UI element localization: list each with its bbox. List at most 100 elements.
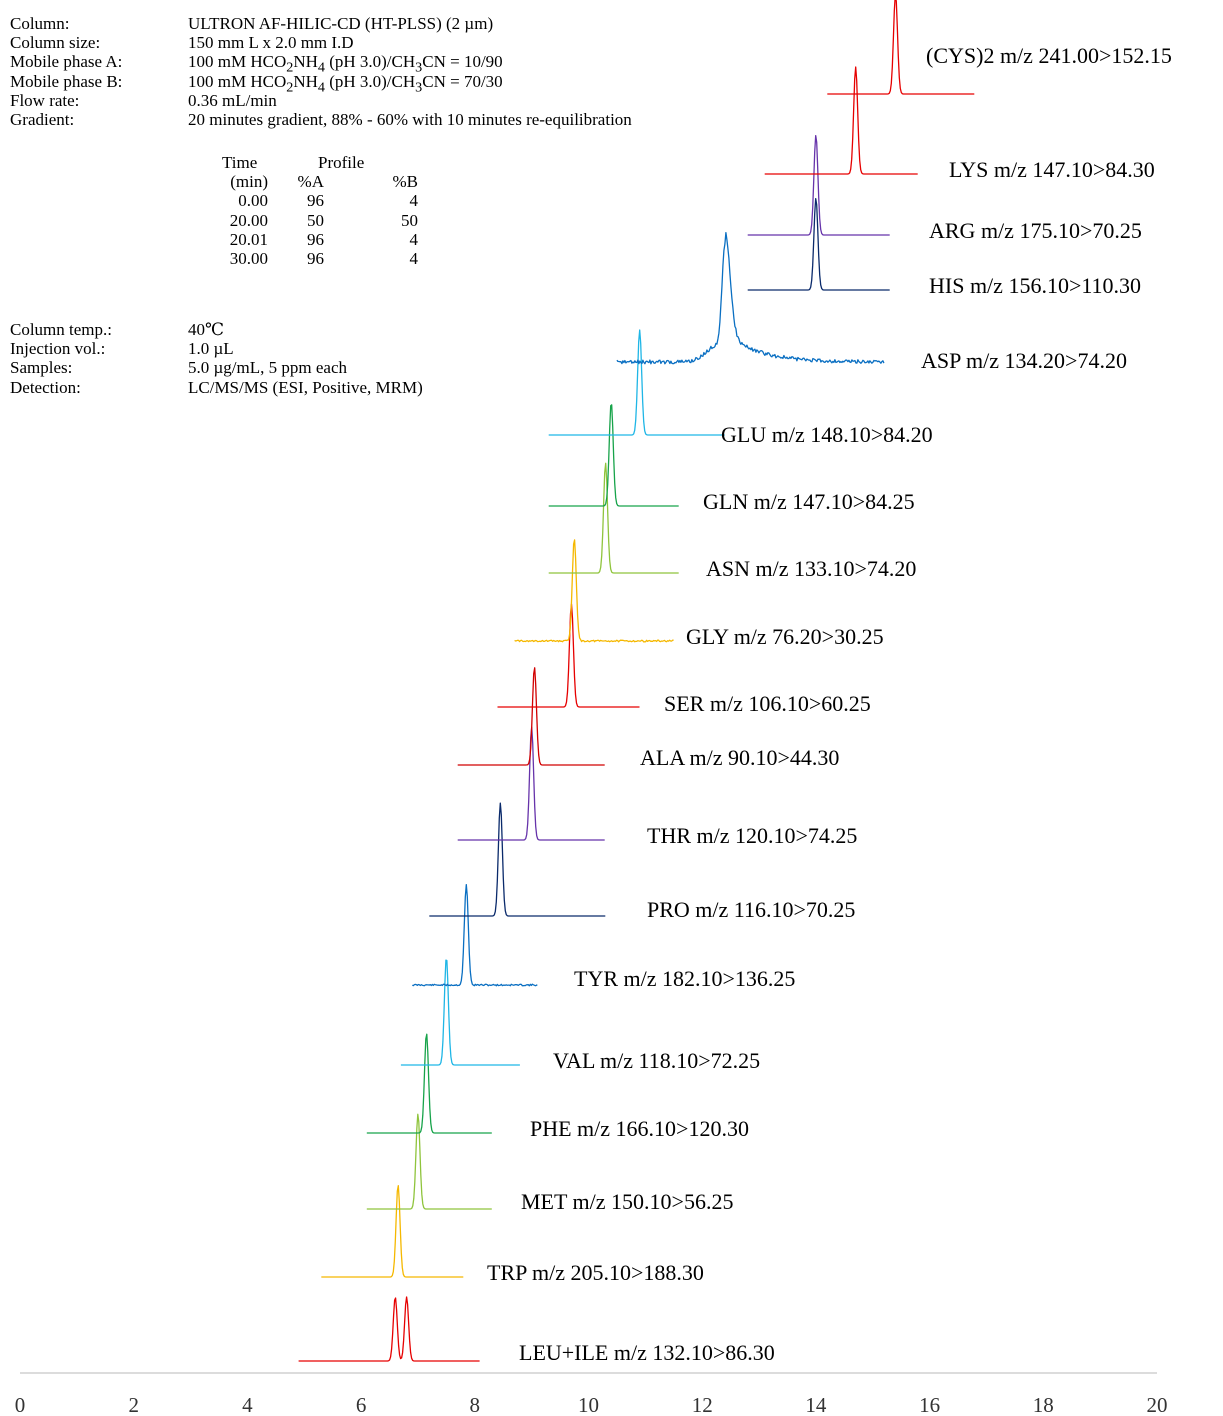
trace-label: ALA m/z 90.10>44.30 xyxy=(640,745,839,770)
header-time: Time xyxy=(222,153,258,172)
x-tick-label: 4 xyxy=(242,1393,253,1416)
cond-label: Samples: xyxy=(10,358,73,378)
cond-value: 100 mM HCO2NH4 (pH 3.0)/CH3CN = 70/30 xyxy=(188,72,503,98)
trace-line xyxy=(827,0,975,95)
cell-time: 20.00 xyxy=(229,210,268,230)
trace-label: LYS m/z 147.10>84.30 xyxy=(949,157,1155,182)
formula-part: CN = 70/30 xyxy=(422,71,503,91)
trace-line xyxy=(366,1113,492,1210)
trace-label: PHE m/z 166.10>120.30 xyxy=(530,1116,749,1141)
cell-b: 4 xyxy=(409,229,419,249)
trace-label: THR m/z 120.10>74.25 xyxy=(647,823,857,848)
trace-line xyxy=(514,539,674,643)
header-min: (min) xyxy=(230,172,268,192)
cell-time: 20.01 xyxy=(229,229,268,249)
trace-label: GLN m/z 147.10>84.25 xyxy=(703,489,915,514)
cell-time: 0.00 xyxy=(238,191,268,211)
cell-time: 30.00 xyxy=(229,248,268,268)
cond-label: Mobile phase B: xyxy=(10,71,123,91)
trace-line xyxy=(400,959,520,1066)
formula-part: NH xyxy=(293,71,318,91)
formula-subscript: 2 xyxy=(286,78,294,95)
trace-label: ASN m/z 133.10>74.20 xyxy=(706,556,916,581)
trace-line xyxy=(457,667,605,766)
x-tick-label: 10 xyxy=(578,1393,599,1416)
cond-label: Column temp.: xyxy=(10,320,112,339)
cond-value: 0.36 mL/min xyxy=(188,90,277,110)
formula-part: 100 mM HCO xyxy=(188,71,287,91)
formula-part: NH xyxy=(293,52,318,72)
trace-line xyxy=(366,1033,492,1134)
formula-subscript: 2 xyxy=(286,59,294,76)
trace-label: HIS m/z 156.10>110.30 xyxy=(929,273,1141,298)
formula-subscript: 4 xyxy=(317,78,325,95)
trace-label: LEU+ILE m/z 132.10>86.30 xyxy=(519,1340,775,1365)
trace-line xyxy=(548,404,679,507)
trace-label: TRP m/z 205.10>188.30 xyxy=(487,1260,704,1285)
trace-line xyxy=(548,329,725,436)
trace-label: ARG m/z 175.10>70.25 xyxy=(929,218,1142,243)
formula-subscript: 3 xyxy=(415,59,423,76)
cond-label: Injection vol.: xyxy=(10,339,106,359)
x-tick-label: 18 xyxy=(1033,1393,1054,1416)
x-tick-label: 12 xyxy=(692,1393,713,1416)
trace-line xyxy=(321,1185,464,1278)
cond-value: 1.0 µL xyxy=(188,339,234,359)
cell-a: 96 xyxy=(307,229,324,249)
trace-line xyxy=(548,462,679,574)
header-profile: Profile xyxy=(318,153,365,172)
x-tick-label: 2 xyxy=(128,1393,139,1416)
trace-line xyxy=(497,603,640,708)
trace-label: TYR m/z 182.10>136.25 xyxy=(574,966,795,991)
traces-group: LEU+ILE m/z 132.10>86.30 TRP m/z 205.10>1… xyxy=(298,0,1172,1365)
formula-part: CN = 10/90 xyxy=(422,52,503,72)
trace-line xyxy=(429,802,606,917)
trace-line xyxy=(412,883,538,987)
cond-value: 20 minutes gradient, 88% - 60% with 10 m… xyxy=(188,109,632,129)
cond-label: Gradient: xyxy=(10,109,75,129)
cond-value: 40℃ xyxy=(188,320,225,339)
cond-label: Flow rate: xyxy=(10,90,80,110)
cell-b: 50 xyxy=(401,210,418,230)
cond-label: Column size: xyxy=(10,33,101,53)
trace-line xyxy=(747,134,890,236)
cond-value: 150 mm L x 2.0 mm I.D xyxy=(188,33,354,53)
cond-value: 100 mM HCO2NH4 (pH 3.0)/CH3CN = 10/90 xyxy=(188,52,503,78)
header-b: %B xyxy=(392,172,419,192)
formula-subscript: 3 xyxy=(415,78,423,95)
trace-label: ASP m/z 134.20>74.20 xyxy=(921,348,1127,373)
x-tick-label: 20 xyxy=(1147,1393,1168,1416)
cell-a: 96 xyxy=(307,248,324,268)
formula-part: (pH 3.0)/CH xyxy=(324,71,416,91)
cond-value: 5.0 µg/mL, 5 ppm each xyxy=(188,358,347,378)
cond-value: ULTRON AF-HILIC-CD (HT-PLSS) (2 µm) xyxy=(188,14,494,33)
header-a: %A xyxy=(297,172,324,192)
x-tick-label: 6 xyxy=(356,1393,367,1416)
cell-a: 96 xyxy=(307,191,324,211)
x-tick-label: 8 xyxy=(470,1393,481,1416)
formula-part: 100 mM HCO xyxy=(188,52,287,72)
formula-subscript: 4 xyxy=(317,59,325,76)
cond-label: Mobile phase A: xyxy=(10,52,123,72)
trace-line xyxy=(616,231,885,365)
trace-line xyxy=(764,66,918,175)
trace-label: (CYS)2 m/z 241.00>152.15 xyxy=(926,43,1172,68)
cond-label: Column: xyxy=(10,14,70,33)
trace-line xyxy=(298,1296,480,1362)
cond-label: Detection: xyxy=(10,377,81,397)
x-tick-label: 14 xyxy=(805,1393,827,1416)
trace-label: SER m/z 106.10>60.25 xyxy=(664,691,871,716)
x-tick-label: 0 xyxy=(15,1393,26,1416)
trace-label: GLU m/z 148.10>84.20 xyxy=(721,422,933,447)
cell-b: 4 xyxy=(409,248,419,268)
trace-label: GLY m/z 76.20>30.25 xyxy=(686,624,884,649)
trace-label: PRO m/z 116.10>70.25 xyxy=(647,897,855,922)
trace-label: VAL m/z 118.10>72.25 xyxy=(553,1048,760,1073)
cell-a: 50 xyxy=(307,210,324,230)
trace-line xyxy=(747,197,890,291)
x-axis-ticks: 0 2 4 6 8 10 12 14 16 18 20 xyxy=(15,1393,1168,1416)
cell-b: 4 xyxy=(409,191,419,211)
trace-label: MET m/z 150.10>56.25 xyxy=(521,1189,733,1214)
x-tick-label: 16 xyxy=(919,1393,940,1416)
